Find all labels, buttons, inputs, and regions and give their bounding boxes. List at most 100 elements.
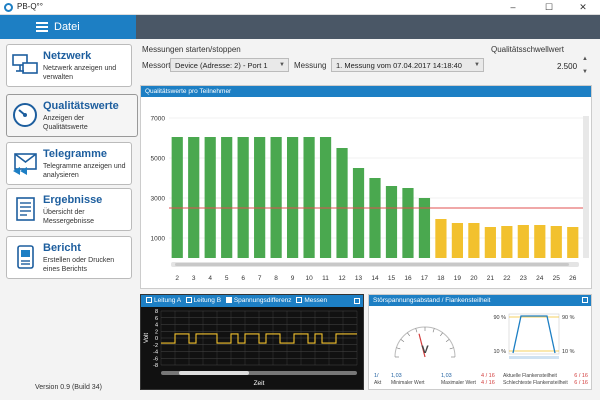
spinner-down-icon[interactable]: ▼: [582, 69, 588, 75]
y-tick-label: 1000: [151, 236, 166, 243]
x-tick-label: 11: [322, 275, 329, 282]
voltage-trace: [161, 333, 357, 344]
gauge-tick: [445, 339, 450, 342]
checkbox-leitung-a[interactable]: [146, 297, 152, 303]
gauge-tick: [440, 332, 443, 337]
x-tick-label: 6: [241, 275, 245, 282]
x-tick-label: 9: [291, 275, 295, 282]
bar: [286, 137, 299, 258]
edge-cur-value: 4 / 16: [481, 373, 495, 379]
x-tick-label: 23: [520, 275, 528, 282]
gauge-tick: [449, 347, 454, 350]
nav-bericht-desc: Erstellen oder Drucken eines Berichts: [43, 257, 115, 273]
bar: [484, 227, 496, 258]
gauge-tick: [432, 328, 435, 333]
checkbox-leitung-b[interactable]: [185, 297, 192, 303]
location-select-value: Device (Adresse: 2) - Port 1: [175, 61, 268, 70]
network-icon: [12, 54, 38, 74]
nav-ergebnisse-title: Ergebnisse: [43, 194, 103, 206]
quality-chart-title: Qualitätswerte pro Teilnehmer: [145, 88, 232, 95]
x-tick-label: 10: [305, 275, 313, 282]
x-tick-label: 13: [355, 275, 363, 282]
y-tick-label: 7000: [151, 116, 166, 123]
x-tick-label: 2: [175, 275, 179, 282]
x-tick-label: 25: [553, 275, 561, 282]
bar: [369, 178, 381, 258]
measurement-select[interactable]: 1. Messung vom 07.04.2017 14:18:40 ▼: [331, 58, 484, 72]
edge-worst-label: Schlechteste Flankensteilheit: [503, 380, 568, 386]
x-tick-label: 17: [421, 275, 429, 282]
bar: [188, 137, 200, 258]
nav-telegramme[interactable]: Telegramme Telegramme anzeigen und analy…: [6, 142, 132, 185]
measurement-select-value: 1. Messung vom 07.04.2017 14:18:40: [336, 61, 462, 70]
maximize-button[interactable]: ☐: [544, 2, 554, 12]
scope-y-tick: -2: [153, 343, 158, 349]
edge-worst-value: 4 / 16: [481, 380, 495, 386]
close-button[interactable]: ✕: [579, 2, 587, 12]
scope-y-tick: 0: [155, 336, 158, 342]
scope-header: Leitung A Leitung B Spannungsdifferenz M…: [141, 295, 363, 307]
edge-pct-top-right: 90 %: [562, 315, 575, 321]
x-tick-label: 22: [503, 275, 511, 282]
location-label: Messort: [142, 61, 171, 70]
act-label: 1/: [374, 373, 379, 379]
bar: [385, 186, 398, 258]
scope-x-label: Zeit: [254, 380, 265, 387]
chevron-down-icon: ▼: [279, 62, 285, 68]
title-bar: PB-Q°° – ☐ ✕: [0, 0, 600, 15]
results-icon: [16, 197, 35, 221]
x-tick-label: 15: [388, 275, 396, 282]
gauge-needle: [418, 333, 426, 358]
checkbox-leitung-b-label: Leitung B: [193, 297, 222, 304]
scope-panel: Leitung A Leitung B Spannungsdifferenz M…: [140, 294, 364, 390]
edge-right-value-2: 6 / 16: [574, 380, 588, 386]
bar: [418, 198, 431, 258]
location-select[interactable]: Device (Adresse: 2) - Port 1 ▼: [170, 58, 289, 72]
checkbox-spannungsdifferenz-label: Spannungsdifferenz: [233, 297, 292, 304]
bar: [435, 219, 447, 258]
nav-ergebnisse[interactable]: Ergebnisse Übersicht der Messergebnisse: [6, 188, 132, 231]
spinner-up-icon[interactable]: ▲: [582, 56, 588, 62]
x-tick-label: 16: [404, 275, 412, 282]
edge-pct-bottom-right: 10 %: [562, 349, 575, 355]
edge-right-value-1: 6 / 16: [574, 373, 588, 379]
max-value: 1,03: [441, 373, 452, 379]
x-tick-label: 20: [470, 275, 478, 282]
nav-netzwerk-title: Netzwerk: [43, 50, 92, 62]
measurement-label: Messung: [294, 61, 327, 70]
nav-bericht[interactable]: Bericht Erstellen oder Drucken eines Ber…: [6, 236, 132, 279]
gauge-tick: [400, 339, 405, 342]
bar: [550, 226, 562, 258]
checkbox-spannungsdifferenz[interactable]: [225, 297, 232, 303]
edge-pct-top: 90 %: [493, 315, 506, 321]
scope-y-label: Volt: [144, 333, 150, 343]
nav-qualitaetswerte[interactable]: Qualitätswerte Anzeigen der Qualitätswer…: [6, 94, 138, 137]
gauge-icon: [13, 103, 37, 127]
scope-y-tick: 8: [155, 309, 158, 315]
x-tick-label: 19: [454, 275, 462, 282]
checkbox-messen-label: Messen: [304, 297, 328, 304]
x-tick-label: 3: [192, 275, 196, 282]
file-menu-button[interactable]: Datei: [0, 15, 136, 39]
checkbox-messen[interactable]: [296, 297, 303, 303]
nav-bericht-title: Bericht: [43, 242, 81, 254]
version-label: Version 0.9 (Build 34): [35, 384, 102, 391]
threshold-input[interactable]: 2.500: [557, 62, 578, 71]
expand-icon[interactable]: [354, 298, 360, 304]
scope-y-tick: 4: [155, 323, 158, 329]
y-tick-label: 3000: [151, 196, 166, 203]
expand-icon[interactable]: [582, 297, 588, 303]
nav-telegramme-title: Telegramme: [43, 148, 107, 160]
nav-qualitaetswerte-title: Qualitätswerte: [43, 100, 119, 112]
edge-pct-bottom: 10 %: [493, 349, 506, 355]
x-tick-label: 26: [569, 275, 577, 282]
x-tick-label: 7: [258, 275, 262, 282]
max-label: Maximaler Wert: [441, 380, 477, 386]
edge-cur-label: Aktuelle Flankensteilheit: [503, 373, 558, 379]
nav-netzwerk[interactable]: Netzwerk Netzwerk anzeigen und verwalten: [6, 44, 132, 87]
bar: [336, 148, 348, 258]
minimize-button[interactable]: –: [510, 2, 516, 12]
bar: [303, 137, 315, 258]
